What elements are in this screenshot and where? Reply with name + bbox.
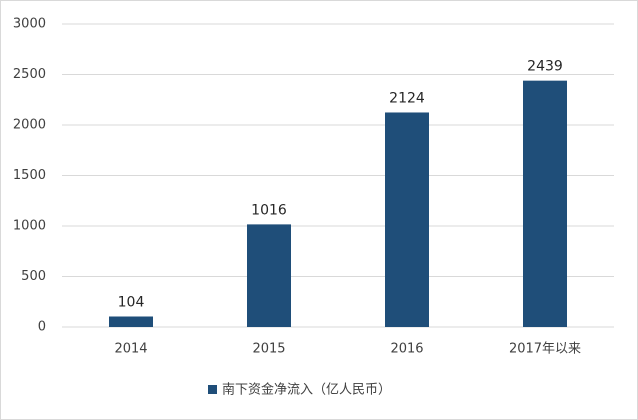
bar <box>385 112 429 327</box>
bar <box>247 224 291 327</box>
x-tick-label: 2017年以来 <box>509 342 581 357</box>
data-label: 2439 <box>527 59 563 75</box>
x-tick-label: 2015 <box>252 342 285 357</box>
x-tick-label: 2014 <box>114 342 147 357</box>
y-tick-label: 0 <box>38 320 46 335</box>
legend-label: 南下资金净流入（亿人民币） <box>222 382 391 398</box>
y-tick-label: 2000 <box>13 118 46 133</box>
data-label: 104 <box>118 294 145 310</box>
y-tick-label: 500 <box>21 269 46 284</box>
data-label: 2124 <box>389 90 425 106</box>
bar <box>109 316 153 327</box>
x-tick-label: 2016 <box>390 342 423 357</box>
y-tick-label: 3000 <box>13 17 46 32</box>
data-label: 1016 <box>251 202 287 218</box>
y-tick-label: 2500 <box>13 67 46 82</box>
bar <box>523 80 567 327</box>
legend-swatch <box>208 385 217 394</box>
y-tick-label: 1500 <box>13 168 46 183</box>
y-tick-label: 1000 <box>13 219 46 234</box>
